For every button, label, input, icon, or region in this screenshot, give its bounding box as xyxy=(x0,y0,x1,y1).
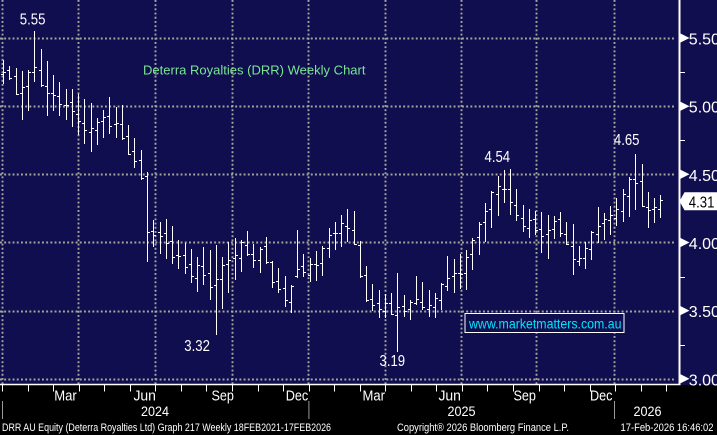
svg-text:3.32: 3.32 xyxy=(184,338,210,355)
svg-text:3.19: 3.19 xyxy=(380,353,406,370)
svg-text:Copyright® 2026 Bloomberg Fina: Copyright® 2026 Bloomberg Finance L.P. xyxy=(397,422,569,434)
svg-text:2024: 2024 xyxy=(141,403,169,419)
svg-text:17-Feb-2026 16:46:02: 17-Feb-2026 16:46:02 xyxy=(621,422,714,434)
svg-text:4.00: 4.00 xyxy=(689,236,717,253)
svg-text:5.55: 5.55 xyxy=(20,12,46,29)
svg-text:Mar: Mar xyxy=(362,388,385,405)
svg-text:4.31: 4.31 xyxy=(689,194,715,211)
svg-text:5.00: 5.00 xyxy=(689,100,717,117)
svg-text:Jun: Jun xyxy=(133,388,156,405)
svg-text:Dec: Dec xyxy=(590,388,613,405)
svg-text:Sep: Sep xyxy=(513,388,536,405)
svg-text:Sep: Sep xyxy=(211,388,234,405)
svg-text:3.50: 3.50 xyxy=(689,304,717,321)
svg-text:Dec: Dec xyxy=(286,388,309,405)
svg-text:4.54: 4.54 xyxy=(485,149,511,166)
svg-text:4.65: 4.65 xyxy=(614,132,640,149)
svg-text:Jun: Jun xyxy=(438,388,461,405)
svg-text:2025: 2025 xyxy=(448,403,476,419)
svg-text:2026: 2026 xyxy=(634,403,662,419)
svg-text:5.50: 5.50 xyxy=(689,32,717,49)
svg-text:DRR AU Equity (Deterra Royalti: DRR AU Equity (Deterra Royalties Ltd) Gr… xyxy=(2,422,331,434)
svg-text:4.50: 4.50 xyxy=(689,168,717,185)
svg-text:3.00: 3.00 xyxy=(689,372,717,389)
svg-text:Deterra Royalties (DRR) Weekly: Deterra Royalties (DRR) Weekly Chart xyxy=(143,62,366,77)
svg-text:Mar: Mar xyxy=(54,388,77,405)
svg-text:www.marketmatters.com.au: www.marketmatters.com.au xyxy=(468,316,621,331)
